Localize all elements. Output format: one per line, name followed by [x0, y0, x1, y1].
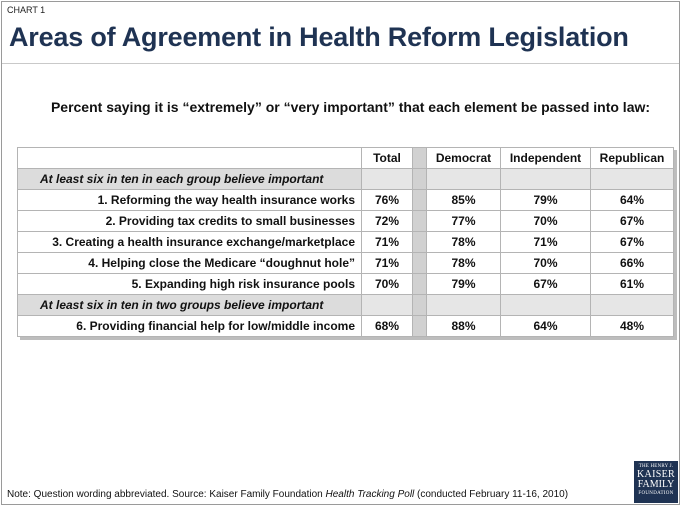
kff-logo: THE HENRY J. KAISER FAMILY FOUNDATION — [634, 461, 678, 503]
section-filler — [590, 168, 674, 190]
section-filler — [361, 168, 413, 190]
column-separator — [412, 147, 427, 169]
cell-republican: 64% — [590, 189, 674, 211]
cell-republican: 48% — [590, 315, 674, 337]
column-separator — [412, 231, 427, 253]
column-header-democrat: Democrat — [426, 147, 501, 169]
cell-independent: 79% — [500, 189, 591, 211]
section-label: At least six in ten in each group believ… — [17, 168, 362, 190]
cell-independent: 64% — [500, 315, 591, 337]
logo-line-1: THE HENRY J. — [638, 464, 674, 469]
column-separator — [412, 252, 427, 274]
section-filler — [500, 294, 591, 316]
column-separator — [412, 210, 427, 232]
cell-democrat: 88% — [426, 315, 501, 337]
table-row: 2. Providing tax credits to small busine… — [17, 210, 674, 232]
row-label: 5. Expanding high risk insurance pools — [17, 273, 362, 295]
cell-total: 76% — [361, 189, 413, 211]
cell-independent: 67% — [500, 273, 591, 295]
logo-line-4: FOUNDATION — [638, 491, 674, 496]
cell-republican: 67% — [590, 210, 674, 232]
column-separator — [412, 168, 427, 190]
footnote-prefix: Note: Question wording abbreviated. Sour… — [7, 489, 326, 500]
table-body: At least six in ten in each group believ… — [17, 168, 674, 337]
section-filler — [500, 168, 591, 190]
header-row: Total Democrat Independent Republican — [17, 147, 674, 169]
cell-total: 71% — [361, 231, 413, 253]
section-filler — [361, 294, 413, 316]
title-divider — [2, 63, 679, 64]
column-header-total: Total — [361, 147, 413, 169]
section-filler — [590, 294, 674, 316]
cell-republican: 67% — [590, 231, 674, 253]
row-label: 4. Helping close the Medicare “doughnut … — [17, 252, 362, 274]
cell-total: 68% — [361, 315, 413, 337]
cell-independent: 70% — [500, 252, 591, 274]
table-row: 4. Helping close the Medicare “doughnut … — [17, 252, 674, 274]
section-row: At least six in ten in two groups believ… — [17, 294, 674, 316]
footnote: Note: Question wording abbreviated. Sour… — [7, 489, 568, 500]
table-row: 5. Expanding high risk insurance pools 70… — [17, 273, 674, 295]
column-separator — [412, 189, 427, 211]
chart-subtitle: Percent saying it is “extremely” or “ver… — [50, 99, 651, 115]
cell-independent: 70% — [500, 210, 591, 232]
cell-democrat: 77% — [426, 210, 501, 232]
column-separator — [412, 315, 427, 337]
cell-democrat: 85% — [426, 189, 501, 211]
cell-independent: 71% — [500, 231, 591, 253]
results-table: Total Democrat Independent Republican At… — [17, 147, 674, 337]
header-item-column — [17, 147, 362, 169]
column-header-independent: Independent — [500, 147, 591, 169]
row-label: 3. Creating a health insurance exchange/… — [17, 231, 362, 253]
cell-republican: 61% — [590, 273, 674, 295]
cell-democrat: 78% — [426, 231, 501, 253]
column-separator — [412, 294, 427, 316]
column-separator — [412, 273, 427, 295]
cell-total: 71% — [361, 252, 413, 274]
section-filler — [426, 168, 501, 190]
cell-republican: 66% — [590, 252, 674, 274]
column-header-republican: Republican — [590, 147, 674, 169]
logo-line-3: FAMILY — [637, 479, 675, 490]
cell-total: 70% — [361, 273, 413, 295]
cell-democrat: 78% — [426, 252, 501, 274]
chart-title: Areas of Agreement in Health Reform Legi… — [9, 22, 629, 52]
logo-line-2: KAISER — [637, 469, 675, 480]
cell-total: 72% — [361, 210, 413, 232]
footnote-suffix: (conducted February 11-16, 2010) — [414, 489, 569, 500]
row-label: 1. Reforming the way health insurance wo… — [17, 189, 362, 211]
footnote-poll-name: Health Tracking Poll — [325, 489, 415, 500]
table-row: 3. Creating a health insurance exchange/… — [17, 231, 674, 253]
cell-democrat: 79% — [426, 273, 501, 295]
section-row: At least six in ten in each group believ… — [17, 168, 674, 190]
section-filler — [426, 294, 501, 316]
table-row: 1. Reforming the way health insurance wo… — [17, 189, 674, 211]
row-label: 6. Providing financial help for low/midd… — [17, 315, 362, 337]
table-row: 6. Providing financial help for low/midd… — [17, 315, 674, 337]
chart-number: CHART 1 — [7, 5, 46, 15]
section-label: At least six in ten in two groups believ… — [17, 294, 362, 316]
row-label: 2. Providing tax credits to small busine… — [17, 210, 362, 232]
